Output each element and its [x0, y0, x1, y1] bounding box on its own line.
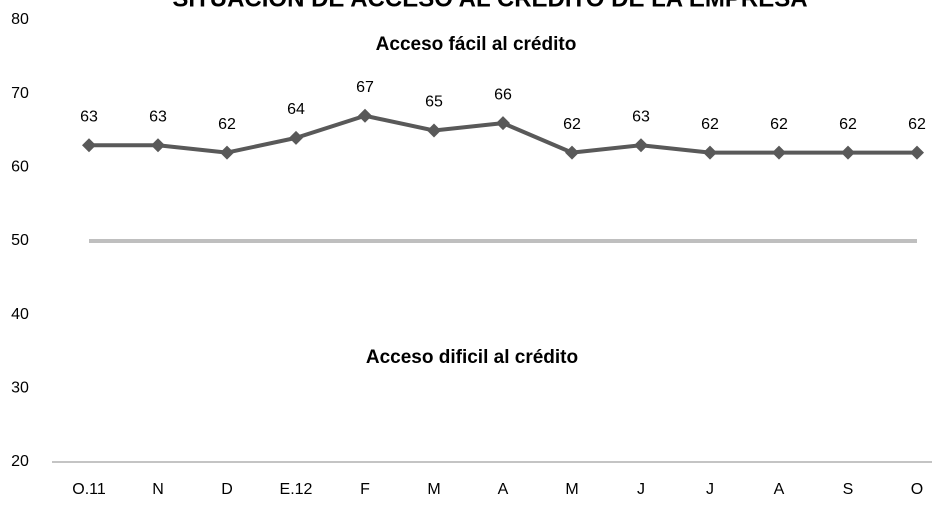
x-tick-label: O.11	[72, 481, 106, 498]
x-tick-label: J	[706, 481, 714, 498]
marker	[82, 138, 96, 153]
x-tick-label: A	[774, 481, 785, 498]
marker	[910, 145, 924, 160]
x-tick-label: N	[152, 481, 164, 498]
data-label: 62	[218, 116, 236, 133]
data-label: 62	[701, 116, 719, 133]
data-label: 62	[563, 116, 581, 133]
marker	[841, 145, 855, 160]
chart-title: SITUACIÓN DE ACCESO AL CRÉDITO DE LA EMP…	[172, 0, 807, 12]
marker	[151, 138, 165, 153]
marker	[565, 145, 579, 160]
data-label: 62	[839, 116, 857, 133]
data-label: 66	[494, 86, 512, 103]
x-tick-label: A	[498, 481, 509, 498]
x-tick-label: M	[427, 481, 440, 498]
x-tick-label: F	[360, 481, 370, 498]
y-tick-label: 70	[11, 85, 29, 102]
data-label: 62	[908, 116, 926, 133]
x-tick-label: S	[843, 481, 854, 498]
data-label: 65	[425, 94, 443, 111]
data-label: 64	[287, 101, 305, 118]
x-tick-label: O	[911, 481, 923, 498]
y-tick-label: 80	[11, 11, 29, 28]
x-tick-label: M	[565, 481, 578, 498]
marker	[358, 108, 372, 123]
marker	[289, 130, 303, 145]
marker	[772, 145, 786, 160]
y-tick-label: 20	[11, 453, 29, 470]
marker	[220, 145, 234, 160]
y-tick-label: 40	[11, 306, 29, 323]
x-tick-label: D	[221, 481, 233, 498]
y-tick-label: 60	[11, 159, 29, 176]
marker	[496, 116, 510, 131]
annotation: Acceso dificil al crédito	[366, 347, 578, 368]
data-label: 63	[632, 108, 650, 125]
x-tick-label: E.12	[280, 481, 313, 498]
marker	[427, 123, 441, 138]
y-tick-label: 30	[11, 380, 29, 397]
y-tick-label: 50	[11, 232, 29, 249]
data-label: 67	[356, 79, 374, 96]
x-tick-label: J	[637, 481, 645, 498]
data-label: 62	[770, 116, 788, 133]
marker	[634, 138, 648, 153]
annotation: Acceso fácil al crédito	[376, 34, 577, 55]
data-label: 63	[149, 108, 167, 125]
marker	[703, 145, 717, 160]
data-label: 63	[80, 108, 98, 125]
